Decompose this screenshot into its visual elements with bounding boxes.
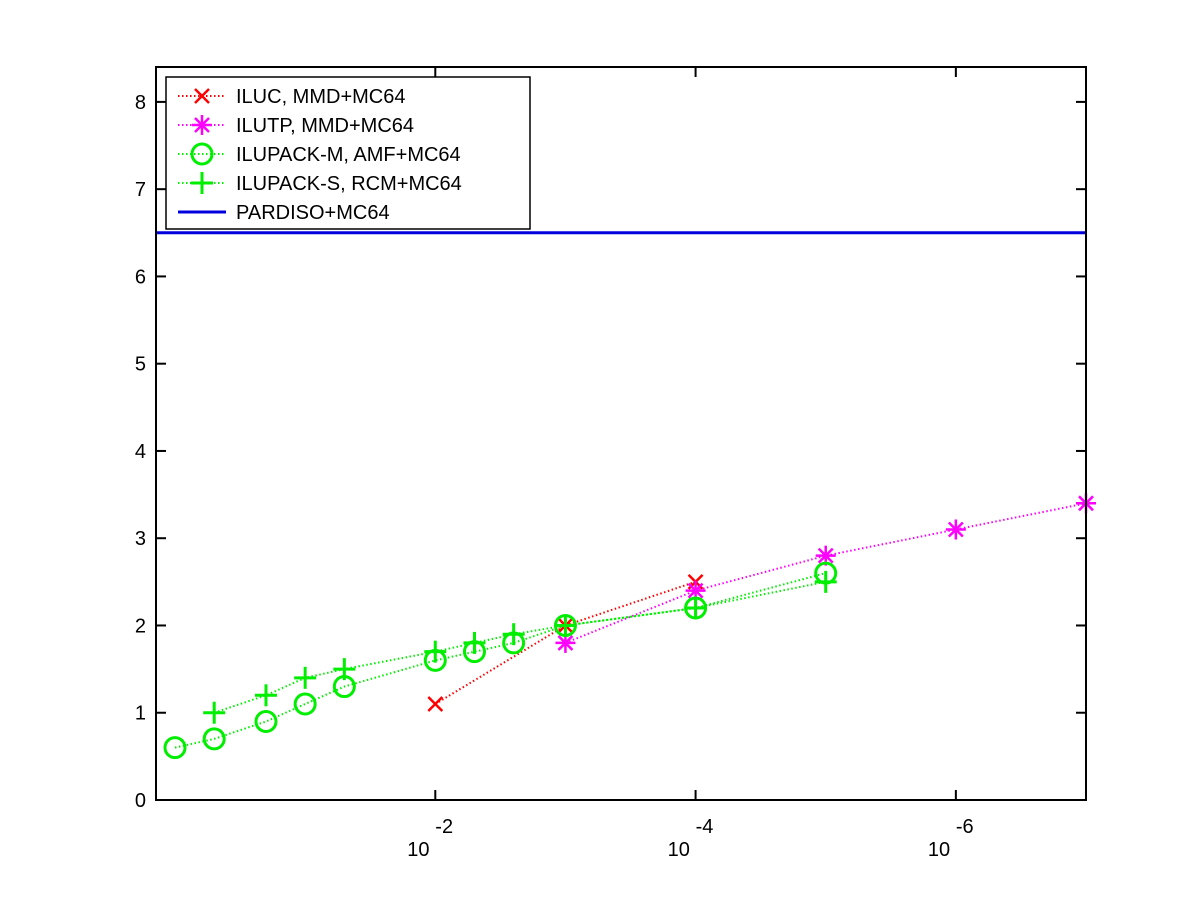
y-tick-label: 5 <box>135 354 146 376</box>
legend-entry: PARDISO+MC64 <box>178 202 390 224</box>
series-3-point <box>203 701 226 724</box>
series-2-point <box>293 692 317 716</box>
series-2-point <box>254 709 278 733</box>
legend-label: ILUTP, MMD+MC64 <box>236 115 414 137</box>
plot-area-frame <box>155 66 1087 801</box>
series-3-point <box>333 658 356 681</box>
y-tick-label: 4 <box>135 441 146 463</box>
plot-lines <box>156 231 1087 749</box>
legend-entry: ILUPACK-S, RCM+MC64 <box>178 172 462 195</box>
y-tick-label: 1 <box>135 703 146 725</box>
legend-entry: ILUPACK-M, AMF+MC64 <box>178 142 461 166</box>
y-tick-label: 7 <box>135 179 146 201</box>
axis-ticks: 0 1 2 3 4 5 6 7 8 10 -2 10 -4 10 -6 <box>135 67 1086 861</box>
x-tick-label-base: 10 <box>928 839 950 861</box>
y-tick-label: 8 <box>135 92 146 114</box>
series-line-1 <box>565 502 1087 644</box>
y-tick-label: 6 <box>135 266 146 288</box>
series-2-point <box>163 736 187 760</box>
legend-label: ILUPACK-M, AMF+MC64 <box>236 144 461 166</box>
series-3-point <box>424 640 447 663</box>
series-3-point <box>294 666 317 689</box>
y-tick-label: 2 <box>135 615 146 637</box>
plot-markers <box>163 493 1096 760</box>
series-1-point <box>945 519 966 540</box>
legend-label: ILUC, MMD+MC64 <box>236 86 405 108</box>
series-3-point <box>254 684 277 707</box>
legend-marker <box>191 172 213 194</box>
series-line-3 <box>213 580 826 714</box>
series-3-point <box>554 614 577 637</box>
legend-marker <box>194 88 210 104</box>
x-tick-label-exponent: -6 <box>956 816 974 838</box>
y-tick-label: 0 <box>135 790 146 812</box>
legend-entry: ILUC, MMD+MC64 <box>178 86 405 108</box>
x-tick-label-base: 10 <box>668 839 690 861</box>
x-tick-label-exponent: -2 <box>435 816 453 838</box>
series-2-point <box>202 727 226 751</box>
legend-marker <box>192 115 212 135</box>
legend-box <box>165 76 531 230</box>
legend-label: ILUPACK-S, RCM+MC64 <box>236 173 462 195</box>
x-tick-label-exponent: -4 <box>696 816 714 838</box>
series-3-point <box>814 570 837 593</box>
series-3-point <box>684 597 707 620</box>
series-0-point <box>427 696 444 712</box>
legend-marker <box>190 142 214 166</box>
legend-entry: ILUTP, MMD+MC64 <box>178 115 414 137</box>
x-tick-label-base: 10 <box>407 839 429 861</box>
series-3-point <box>463 631 486 654</box>
legend: ILUC, MMD+MC64 ILUTP, MMD+MC64 ILUPACK-M, … <box>165 76 531 230</box>
series-line-2 <box>174 572 826 749</box>
y-tick-label: 3 <box>135 528 146 550</box>
legend-label: PARDISO+MC64 <box>236 202 390 224</box>
series-3-point <box>502 623 525 646</box>
